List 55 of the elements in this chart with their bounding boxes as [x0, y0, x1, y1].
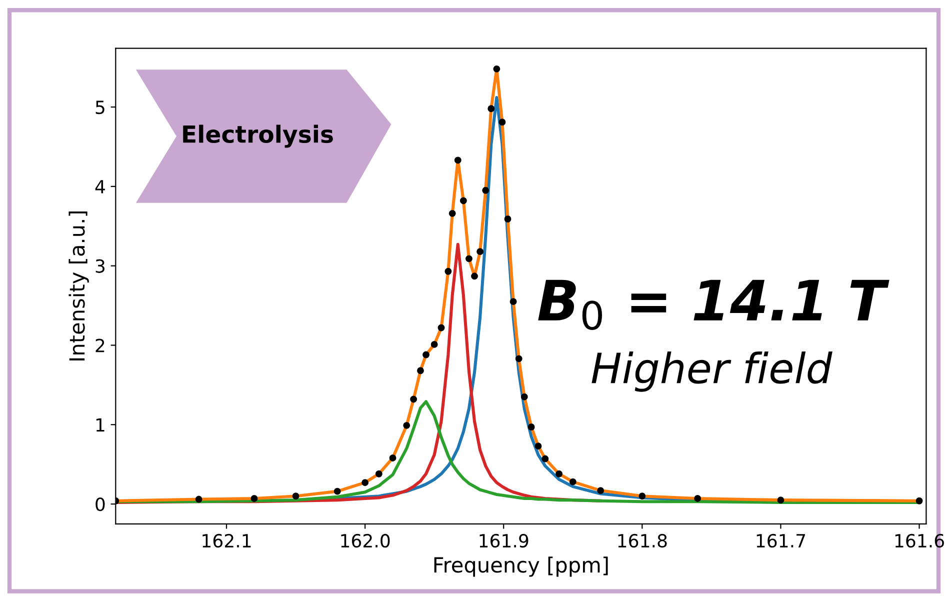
y-tick-label: 2: [96, 338, 104, 352]
point: [528, 424, 535, 430]
point: [916, 497, 923, 504]
point: [465, 255, 472, 262]
point: [448, 210, 456, 217]
point: [362, 479, 369, 486]
y-tick-label: 5: [96, 100, 104, 114]
point: [520, 393, 528, 400]
point: [403, 422, 410, 429]
x-tick-label: 161.8: [618, 534, 667, 548]
x-tick-label: 161.9: [480, 534, 528, 548]
annotation: B$_{0}$ = 14.1 T: [538, 280, 890, 330]
point: [438, 324, 445, 332]
y-tick-label: 4: [95, 180, 105, 194]
y-axis-title: Intensity [a.u.]: [68, 211, 89, 360]
point: [510, 298, 517, 306]
point: [694, 495, 702, 502]
point: [597, 487, 604, 494]
point: [542, 455, 549, 462]
point: [454, 156, 462, 164]
point: [410, 396, 418, 403]
point: [569, 478, 576, 486]
point: [488, 105, 495, 112]
point: [515, 355, 522, 362]
point: [471, 272, 478, 280]
point: [476, 248, 484, 256]
point: [777, 496, 784, 504]
point: [498, 118, 506, 126]
point: [334, 488, 341, 495]
point: [195, 496, 202, 503]
x-axis-title: Frequency [ppm]: [434, 556, 608, 577]
annotation: Electrolysis: [183, 124, 333, 148]
y-tick-label: 1: [96, 418, 104, 432]
annotation: Higher field: [592, 352, 832, 392]
y-tick-label: 3: [96, 259, 104, 273]
x-tick-label: 161.7: [756, 534, 806, 548]
point: [556, 470, 562, 478]
point: [430, 340, 438, 348]
point: [250, 495, 258, 502]
x-tick-label: 162.1: [202, 534, 251, 548]
point: [482, 186, 490, 194]
y-tick-label: 0: [96, 497, 105, 512]
point: [638, 492, 646, 500]
point: [292, 492, 300, 500]
point: [460, 197, 467, 204]
point: [389, 454, 396, 462]
point: [444, 268, 452, 275]
point: [504, 216, 512, 222]
point: [417, 367, 424, 374]
point: [493, 65, 500, 72]
point: [422, 351, 430, 358]
x-tick-label: 161.6: [895, 534, 944, 548]
x-tick-label: 162.0: [341, 534, 390, 548]
point: [375, 470, 382, 478]
point: [534, 442, 542, 450]
